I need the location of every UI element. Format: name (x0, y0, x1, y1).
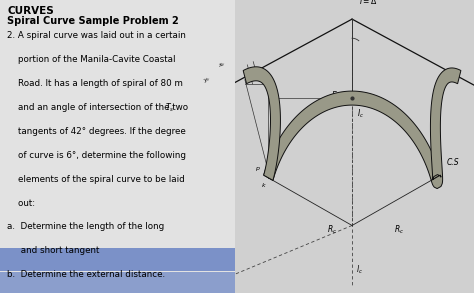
Polygon shape (243, 67, 281, 180)
Text: C.S: C.S (447, 158, 459, 167)
Text: $y_c$: $y_c$ (201, 74, 212, 85)
Text: $T_s$: $T_s$ (165, 101, 174, 114)
Text: a.  Determine the length of the long: a. Determine the length of the long (7, 222, 164, 231)
Bar (0, 248, 235, 271)
Text: $x_c$: $x_c$ (217, 59, 228, 69)
Text: $p$: $p$ (255, 165, 260, 173)
Text: Road. It has a length of spiral of 80 m: Road. It has a length of spiral of 80 m (7, 79, 183, 88)
FancyBboxPatch shape (0, 0, 235, 293)
Text: $k$: $k$ (261, 181, 267, 189)
Polygon shape (264, 91, 440, 180)
Text: and an angle of intersection of the two: and an angle of intersection of the two (7, 103, 188, 112)
Text: elements of the spiral curve to be laid: elements of the spiral curve to be laid (7, 175, 185, 184)
Text: $R_c$: $R_c$ (394, 223, 404, 236)
Text: $R_c$: $R_c$ (327, 223, 337, 236)
Text: $I_c$: $I_c$ (357, 107, 365, 120)
Text: tangents of 42° degrees. If the degree: tangents of 42° degrees. If the degree (7, 127, 186, 136)
Text: Spiral Curve Sample Problem 2: Spiral Curve Sample Problem 2 (7, 16, 179, 26)
Text: portion of the Manila-Cavite Coastal: portion of the Manila-Cavite Coastal (7, 55, 175, 64)
Text: $E_c$: $E_c$ (331, 89, 340, 102)
Text: of curve is 6°, determine the following: of curve is 6°, determine the following (7, 151, 186, 160)
Text: $l_c$: $l_c$ (356, 264, 363, 276)
Polygon shape (430, 68, 461, 189)
Text: b.  Determine the external distance.: b. Determine the external distance. (7, 270, 165, 279)
Text: out:: out: (7, 199, 35, 208)
Text: and short tangent: and short tangent (7, 246, 100, 255)
Text: 2. A spiral curve was laid out in a certain: 2. A spiral curve was laid out in a cert… (7, 31, 186, 40)
Text: CURVES: CURVES (7, 6, 54, 16)
Text: $I=\Delta$: $I=\Delta$ (359, 0, 378, 6)
Bar (0, 272, 235, 293)
